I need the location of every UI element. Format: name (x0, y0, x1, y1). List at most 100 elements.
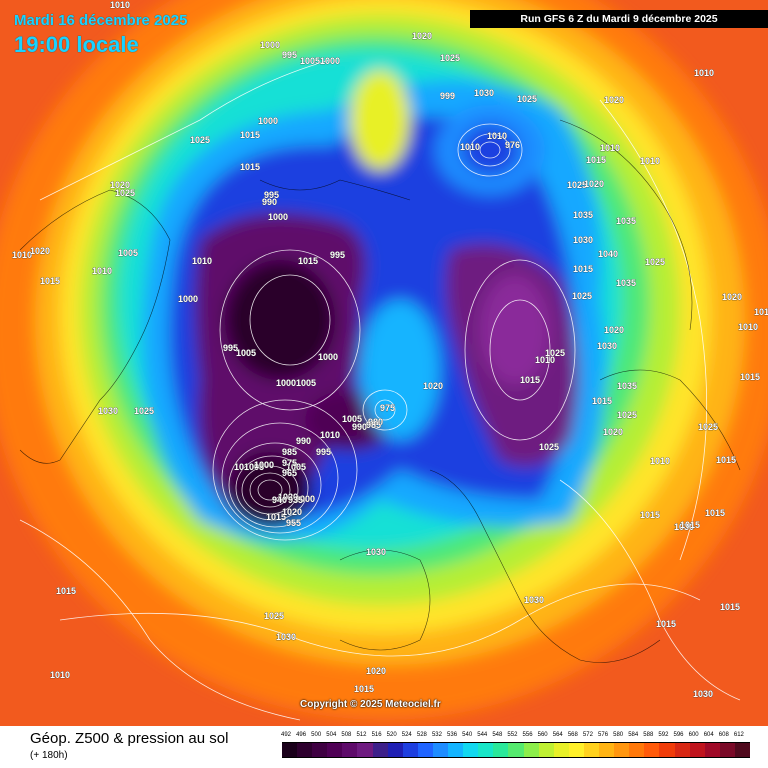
legend-swatch (282, 742, 298, 758)
pressure-label: 1025 (567, 180, 587, 190)
pressure-label: 1010 (12, 250, 32, 260)
pressure-label: 1000 (276, 378, 296, 388)
pressure-label: 1005 (286, 462, 306, 472)
legend-value: 572 (582, 732, 593, 738)
legend-swatch (674, 742, 691, 758)
pressure-label: 1025 (517, 94, 537, 104)
pressure-label: 1020 (366, 666, 386, 676)
pressure-label: 1020 (412, 31, 432, 41)
legend-value: 528 (416, 732, 427, 738)
pressure-label: 1015 (573, 264, 593, 274)
legend-swatch (523, 742, 540, 758)
pressure-label: 1005 (300, 56, 320, 66)
legend-value: 540 (462, 732, 473, 738)
forecast-time: 19:00 locale (14, 32, 139, 57)
pressure-label: 1030 (674, 522, 694, 532)
pressure-label: 1015 (266, 512, 286, 522)
pressure-label: 955 (286, 518, 301, 528)
pressure-label: 1000 (318, 352, 338, 362)
map-footer: Géop. Z500 & pression au sol (+ 180h) 49… (0, 726, 768, 768)
isobar-lines (19, 59, 741, 721)
legend-value: 580 (613, 732, 624, 738)
pressure-label: 1010 (694, 68, 714, 78)
legend-value: 596 (673, 732, 684, 738)
pressure-label: 1025 (545, 348, 565, 358)
pressure-label: 990 (296, 436, 311, 446)
pressure-label: 1015 (240, 130, 260, 140)
pressure-label: 999 (440, 91, 455, 101)
pressure-label: 980 (368, 417, 383, 427)
legend-swatch (644, 742, 660, 758)
legend-swatch (599, 742, 615, 758)
pressure-label: 1010 (650, 456, 670, 466)
pressure-label: 1010 (487, 131, 507, 141)
legend-value: 536 (447, 732, 458, 738)
pressure-label: 1040 (598, 249, 618, 259)
pressure-label: 1025 (134, 406, 154, 416)
pressure-label: 1025 (264, 611, 284, 621)
legend-swatch (508, 742, 525, 758)
pressure-label: 985 (366, 420, 381, 430)
pressure-label: 995 (330, 250, 345, 260)
legend-value: 588 (643, 732, 654, 738)
pressure-label: 1000 (320, 56, 340, 66)
pressure-label: 1005 (118, 248, 138, 258)
pressure-label: 1010 (234, 462, 254, 472)
legend-value: 532 (431, 732, 442, 738)
legend-swatch (327, 742, 343, 758)
legend-swatch (342, 742, 358, 758)
pressure-label: 990 (262, 197, 277, 207)
pressure-label: 1005 (296, 378, 316, 388)
legend-swatch (538, 742, 555, 758)
legend-swatch (568, 742, 585, 758)
pressure-label: 1015 (592, 396, 612, 406)
pressure-label: 1025 (572, 291, 592, 301)
pressure-label: 1025 (645, 257, 665, 267)
pressure-label: 990 (352, 422, 367, 432)
pressure-label: 1015 (586, 155, 606, 165)
pressure-label: 1020 (423, 381, 443, 391)
pressure-label: 995 (316, 447, 331, 457)
coastlines (19, 119, 741, 663)
pressure-label: 1015 (640, 510, 660, 520)
pressure-label: 995 (223, 343, 238, 353)
pressure-label: 1020 (722, 292, 742, 302)
variable-title: Géop. Z500 & pression au sol (30, 730, 229, 747)
pressure-label: 1015 (40, 276, 60, 286)
legend-swatch (402, 742, 419, 758)
legend-swatch (659, 742, 675, 758)
legend-swatch (417, 742, 434, 758)
legend-swatch (614, 742, 630, 758)
pressure-label: 1000 (178, 294, 198, 304)
pressure-label: 985 (282, 447, 297, 457)
pressure-label: 1015 (240, 162, 260, 172)
pressure-label: 1015 (720, 602, 740, 612)
legend-value: 552 (507, 732, 518, 738)
legend-value: 500 (311, 732, 322, 738)
pressure-label: 1000 (260, 40, 280, 50)
forecast-date: Mardi 16 décembre 2025 (14, 12, 188, 29)
legend-swatch (629, 742, 645, 758)
pressure-label: 1000 (254, 460, 274, 470)
legend-value: 584 (628, 732, 639, 738)
pressure-label: 1030 (474, 88, 494, 98)
legend-swatch (553, 742, 570, 758)
pressure-label: 995 (264, 190, 279, 200)
pressure-label: 1025 (115, 188, 135, 198)
legend-swatch (372, 742, 389, 758)
pressure-label: 1010 (600, 143, 620, 153)
legend-swatch (734, 742, 751, 758)
legend-swatch (689, 742, 706, 758)
pressure-label: 1020 (584, 179, 604, 189)
pressure-label: 1010 (640, 156, 660, 166)
legend-value: 612 (733, 732, 744, 738)
pressure-label: 1020 (603, 427, 623, 437)
pressure-label: 1010 (192, 256, 212, 266)
weather-map[interactable]: 1010 1000 995 1005 1000 1000 1015 1025 1015 1020 1… (0, 0, 768, 726)
pressure-label: 1020 (282, 507, 302, 517)
pressure-label: 1015 (680, 520, 700, 530)
legend-value: 492 (280, 732, 292, 738)
pressure-label: 1020 (278, 492, 298, 502)
pressure-label: 995 (282, 50, 297, 60)
